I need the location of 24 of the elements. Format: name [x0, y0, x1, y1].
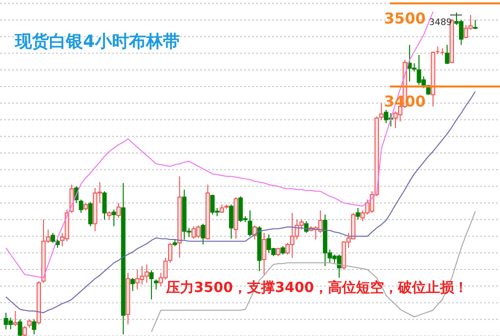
candlestick [88, 202, 93, 227]
candlestick [154, 278, 158, 290]
text: 现货白银4小时布林带 [14, 32, 180, 52]
candlestick [200, 223, 206, 246]
candlestick [78, 199, 84, 214]
candlestick [32, 318, 36, 335]
candlestick [69, 184, 74, 214]
candlestick [149, 270, 154, 300]
candlestick [229, 204, 234, 240]
candlestick [336, 254, 342, 278]
candlestick [13, 310, 18, 327]
candlestick [22, 326, 27, 336]
candlestick [130, 277, 135, 292]
candlestick [116, 202, 121, 218]
candlestick [252, 224, 257, 240]
candlestick [102, 190, 107, 220]
candlestick [262, 232, 266, 275]
annotation: 压力3500，支撑3400，高位短空，破位止损！ [165, 279, 468, 296]
candlestick [444, 44, 450, 65]
candlestick [112, 209, 116, 227]
ref-line-label: 3500 [384, 9, 426, 28]
candlestick [248, 210, 252, 237]
candlestick [18, 318, 22, 336]
candlestick [135, 268, 140, 290]
